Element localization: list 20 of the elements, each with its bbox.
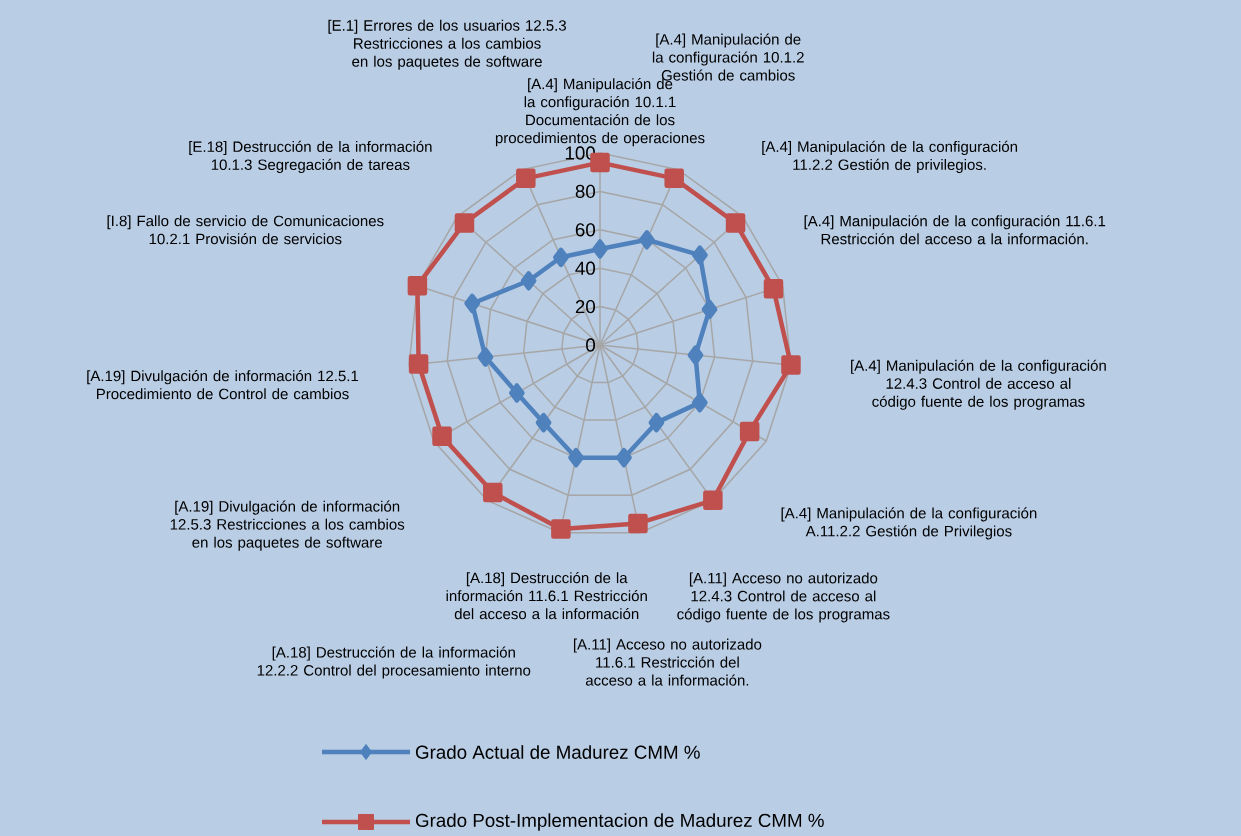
spoke-label: [A.4] Manipulación de la configuración A.11.2.2 Gestión de Privilegios bbox=[781, 507, 1037, 540]
y-tick-label: 60 bbox=[575, 223, 596, 237]
legend-label: Grado Post-Implementacion de Madurez CMM % bbox=[415, 813, 824, 831]
spoke-label: [E.18] Destrucción de la información 10.1.3 Segregación de tareas bbox=[189, 140, 432, 173]
spoke-label: [A.19] Divulgación de información 12.5.1 Procedimiento de Control de cambios bbox=[87, 370, 359, 400]
spoke-label: [A.11] Acceso no autorizado 11.6.1 Restricción del acceso a la información. bbox=[573, 638, 762, 686]
spoke-label: [A.4] Manipulación de la configuración 11.6.1 Restricción del acceso a la información. bbox=[804, 215, 1106, 245]
y-tick-label: 0 bbox=[586, 338, 596, 352]
legend-label: Grado Actual de Madurez CMM % bbox=[415, 745, 700, 759]
spoke-label: [A.4] Manipulación de la configuración 12.4.3 Control de acceso al código fuente de los programas bbox=[851, 359, 1106, 410]
y-tick-label: 40 bbox=[575, 261, 596, 275]
y-tick-label: 20 bbox=[575, 299, 596, 314]
y-tick-label: 80 bbox=[575, 184, 596, 199]
spoke-label: [I.8] Fallo de servicio de Comunicaciones 10.2.1 Provisión de servicios bbox=[107, 215, 384, 245]
spoke-label: [A.19] Divulgación de información 12.5.3 Restricciones a los cambios en los paquetes de software bbox=[170, 500, 405, 551]
spoke-label: [E.1] Errores de los usuarios 12.5.3 Restricciones a los cambios en los paquetes de software bbox=[328, 19, 566, 70]
spoke-label: [A.18] Destrucción de la información 12.2.2 Control del procesamiento interno bbox=[257, 646, 531, 679]
spoke-label: [A.11] Acceso no autorizado 12.4.3 Control de acceso al código fuente de los programas bbox=[677, 572, 890, 623]
spoke-label: [A.4] Manipulación de la configuración 11.2.2 Gestión de privilegios. bbox=[762, 140, 1018, 173]
spoke-label: [A.18] Destrucción de la información 11.6.1 Restricción del acceso a la información bbox=[446, 572, 647, 620]
